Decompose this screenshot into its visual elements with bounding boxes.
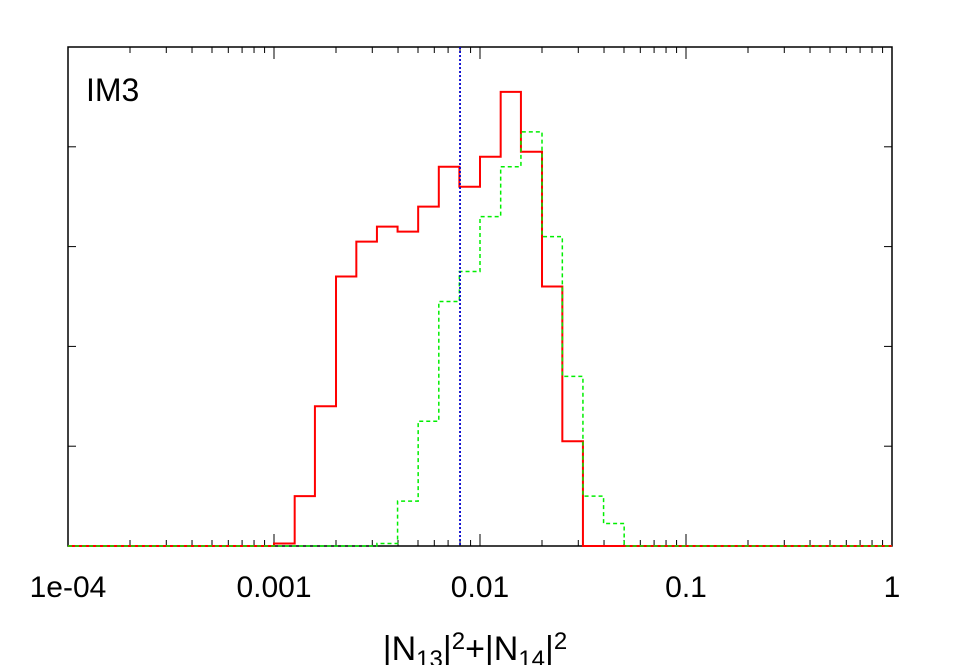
x-axis-label-part: 13 bbox=[416, 646, 443, 665]
x-axis-label: |N13|2+|N14|2 bbox=[383, 628, 567, 665]
x-ticks bbox=[67, 47, 893, 546]
series-red-histogram bbox=[68, 90, 892, 547]
x-axis-label-part: +|N bbox=[465, 630, 518, 665]
x-axis-label-part: |N bbox=[383, 630, 416, 665]
x-axis-label-part: | bbox=[443, 630, 452, 665]
x-tick-label: 1 bbox=[884, 571, 901, 604]
x-tick-label: 1e-04 bbox=[30, 571, 107, 604]
x-axis-label-part: | bbox=[545, 630, 554, 665]
x-axis-label-part: 14 bbox=[518, 646, 545, 665]
x-tick-label: 0.01 bbox=[451, 571, 509, 604]
y-ticks bbox=[68, 146, 892, 447]
x-axis-label-part: 2 bbox=[554, 628, 567, 655]
x-tick-labels: 1e-04 0.001 0.01 0.1 1 bbox=[30, 571, 901, 604]
series-green-histogram bbox=[68, 131, 892, 547]
panel-label: IM3 bbox=[86, 72, 139, 108]
x-tick-label: 0.001 bbox=[236, 571, 311, 604]
plot-frame bbox=[67, 46, 893, 547]
x-tick-label: 0.1 bbox=[665, 571, 707, 604]
x-axis-label-part: 2 bbox=[452, 628, 465, 655]
series-layer bbox=[68, 90, 892, 547]
